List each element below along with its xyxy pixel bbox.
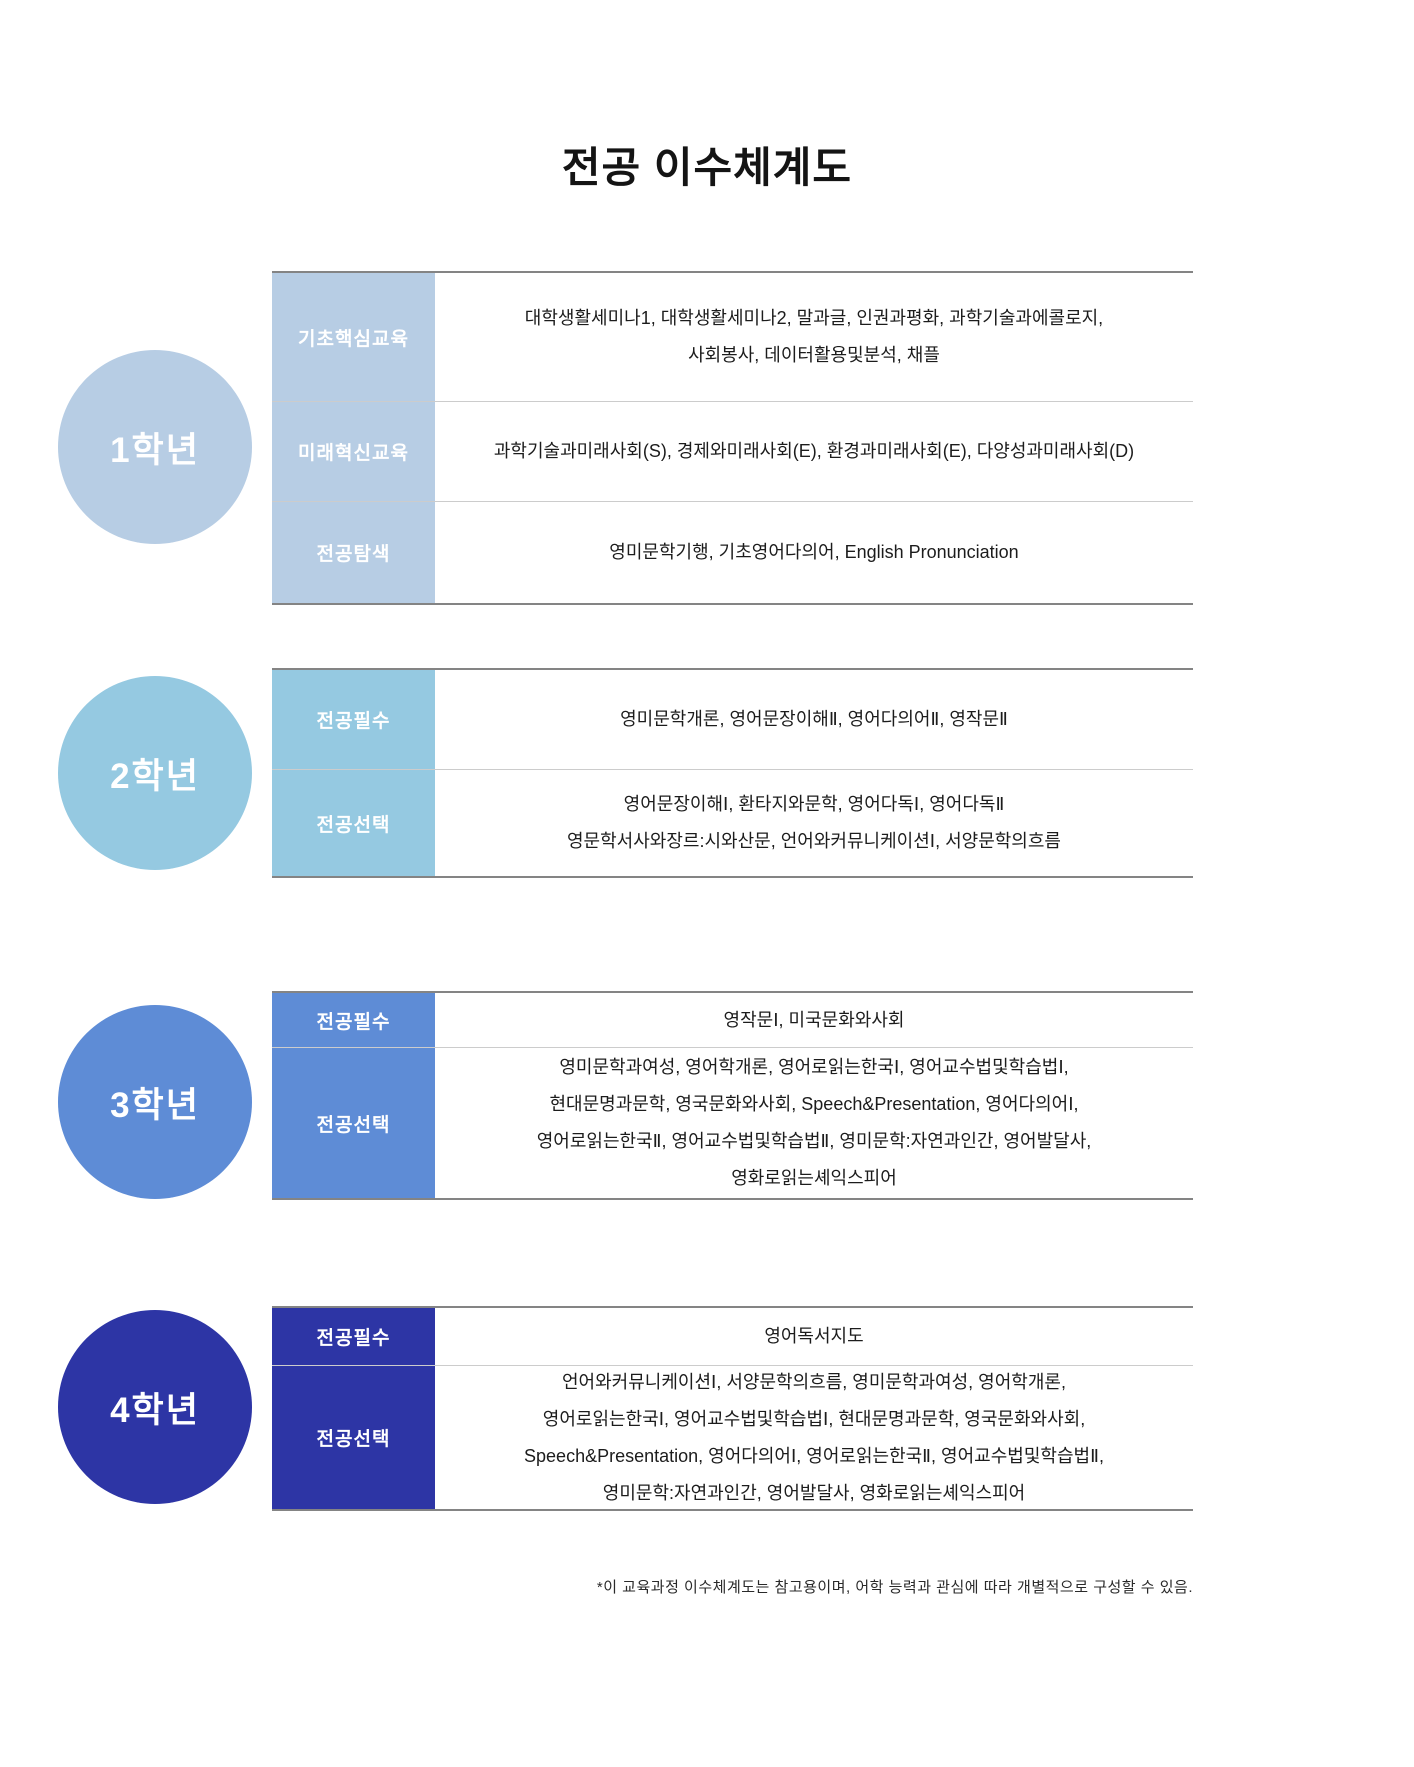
category-cell: 전공필수 <box>272 1308 435 1365</box>
courses-cell: 영어독서지도 <box>764 1326 864 1346</box>
year-circle-4: 4학년 <box>58 1310 252 1504</box>
category-cell: 전공선택 <box>272 1048 435 1198</box>
curriculum-table-year1: 기초핵심교육 대학생활세미나1, 대학생활세미나2, 말과글, 인권과평화, 과… <box>272 271 1193 605</box>
category-cell: 전공필수 <box>272 993 435 1047</box>
year-circle-4-label: 4학년 <box>110 1390 200 1430</box>
year-circle-1-label: 1학년 <box>110 430 200 470</box>
category-cell: 기초핵심교육 <box>272 273 435 401</box>
table-row: 전공선택 언어와커뮤니케이션Ⅰ, 서양문학의흐름, 영미문학과여성, 영어학개론… <box>272 1365 1193 1509</box>
table-row: 전공필수 영미문학개론, 영어문장이해Ⅱ, 영어다의어Ⅱ, 영작문Ⅱ <box>272 670 1193 769</box>
category-cell: 전공탐색 <box>272 502 435 603</box>
table-row: 미래혁신교육 과학기술과미래사회(S), 경제와미래사회(E), 환경과미래사회… <box>272 401 1193 501</box>
curriculum-table-year4: 전공필수 영어독서지도 전공선택 언어와커뮤니케이션Ⅰ, 서양문학의흐름, 영미… <box>272 1306 1193 1511</box>
table-row: 전공탐색 영미문학기행, 기초영어다의어, English Pronunciat… <box>272 501 1193 603</box>
footnote: *이 교육과정 이수체계도는 참고용이며, 어학 능력과 관심에 따라 개별적으… <box>596 1579 1193 1596</box>
year-circle-2-label: 2학년 <box>110 756 200 796</box>
year-circle-3-label: 3학년 <box>110 1085 200 1125</box>
table-row: 기초핵심교육 대학생활세미나1, 대학생활세미나2, 말과글, 인권과평화, 과… <box>272 273 1193 401</box>
courses-cell: 과학기술과미래사회(S), 경제와미래사회(E), 환경과미래사회(E), 다양… <box>493 441 1135 461</box>
curriculum-table-year3: 전공필수 영작문Ⅰ, 미국문화와사회 전공선택 영미문학과여성, 영어학개론, … <box>272 991 1193 1200</box>
table-row: 전공선택 영어문장이해Ⅰ, 환타지와문학, 영어다독Ⅰ, 영어다독Ⅱ 영문학서사… <box>272 769 1193 876</box>
year-circle-2: 2학년 <box>58 676 252 870</box>
curriculum-table-year2: 전공필수 영미문학개론, 영어문장이해Ⅱ, 영어다의어Ⅱ, 영작문Ⅱ 전공선택 … <box>272 668 1193 878</box>
courses-cell: 언어와커뮤니케이션Ⅰ, 서양문학의흐름, 영미문학과여성, 영어학개론, 영어로… <box>524 1371 1104 1503</box>
page-title: 전공 이수체계도 <box>561 144 853 192</box>
category-cell: 전공필수 <box>272 670 435 769</box>
courses-cell: 영미문학과여성, 영어학개론, 영어로읽는한국Ⅰ, 영어교수법및학습법Ⅰ, 현대… <box>536 1057 1092 1188</box>
courses-cell: 영어문장이해Ⅰ, 환타지와문학, 영어다독Ⅰ, 영어다독Ⅱ 영문학서사와장르:시… <box>567 794 1061 851</box>
courses-cell: 영미문학기행, 기초영어다의어, English Pronunciation <box>609 542 1019 562</box>
table-row: 전공선택 영미문학과여성, 영어학개론, 영어로읽는한국Ⅰ, 영어교수법및학습법… <box>272 1047 1193 1198</box>
category-cell: 전공선택 <box>272 770 435 876</box>
courses-cell: 영미문학개론, 영어문장이해Ⅱ, 영어다의어Ⅱ, 영작문Ⅱ <box>620 709 1008 729</box>
courses-cell: 영작문Ⅰ, 미국문화와사회 <box>723 1009 905 1030</box>
year-circle-3: 3학년 <box>58 1005 252 1199</box>
category-cell: 미래혁신교육 <box>272 402 435 501</box>
year-circle-1: 1학년 <box>58 350 252 544</box>
category-cell: 전공선택 <box>272 1366 435 1509</box>
table-row: 전공필수 영작문Ⅰ, 미국문화와사회 <box>272 993 1193 1047</box>
courses-cell: 대학생활세미나1, 대학생활세미나2, 말과글, 인권과평화, 과학기술과에콜로… <box>524 308 1104 365</box>
table-row: 전공필수 영어독서지도 <box>272 1308 1193 1365</box>
